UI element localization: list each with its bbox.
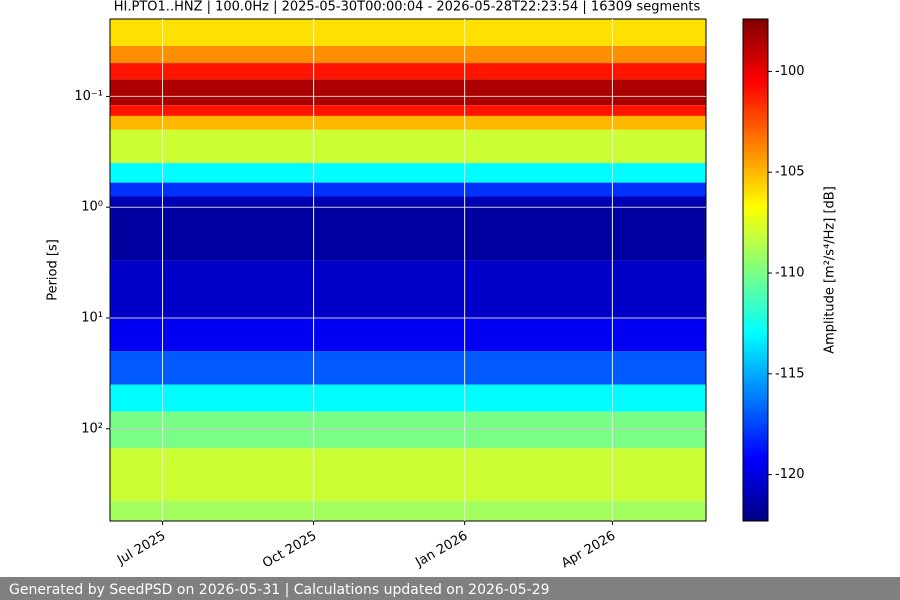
spectrogram-band — [110, 63, 706, 80]
footer-bar — [0, 577, 900, 600]
x-tick-label: Jul 2025 — [114, 529, 168, 569]
y-axis-label: Period [s] — [46, 239, 61, 301]
chart-title: HI.PTO1..HNZ | 100.0Hz | 2025-05-30T00:0… — [114, 0, 701, 15]
spectrogram-band — [110, 384, 706, 412]
colorbar-label: Amplitude [m²/s⁴/Hz] [dB] — [823, 186, 838, 354]
colorbar-tick-label: -100 — [775, 64, 805, 79]
spectrogram-band — [110, 19, 706, 46]
colorbar — [742, 18, 769, 522]
spectrogram-band — [110, 411, 706, 449]
spectrogram-band — [110, 182, 706, 197]
footer-text: Generated by SeedPSD on 2026-05-31 | Cal… — [9, 582, 550, 598]
spectrogram-band — [110, 448, 706, 502]
spectrogram-band — [110, 79, 706, 106]
colorbar-tick-label: -120 — [775, 467, 805, 482]
spectrogram-band — [110, 45, 706, 64]
y-tick-label: 10⁻¹ — [74, 89, 103, 104]
y-tick-label: 10⁰ — [81, 200, 103, 215]
y-tick-label: 10¹ — [81, 310, 103, 325]
x-tick-label: Jan 2026 — [412, 529, 470, 571]
spectrogram-band — [110, 115, 706, 130]
spectrogram-band — [110, 260, 706, 318]
plot-frame — [109, 18, 707, 522]
x-tick-label: Apr 2026 — [559, 529, 618, 572]
spectrogram-band — [110, 163, 706, 183]
spectrogram-band — [110, 501, 706, 521]
colorbar-tick-label: -115 — [775, 366, 805, 381]
spectrogram-band — [110, 317, 706, 352]
spectrogram-band — [110, 105, 706, 116]
spectrogram-band — [110, 129, 706, 164]
spectrogram-band — [110, 207, 706, 261]
spectrogram-band — [110, 196, 706, 208]
colorbar-tick-label: -110 — [775, 266, 805, 281]
spectrogram-band — [110, 351, 706, 385]
x-tick-label: Oct 2025 — [260, 529, 319, 572]
colorbar-tick-label: -105 — [775, 165, 805, 180]
y-tick-label: 10² — [81, 421, 103, 436]
